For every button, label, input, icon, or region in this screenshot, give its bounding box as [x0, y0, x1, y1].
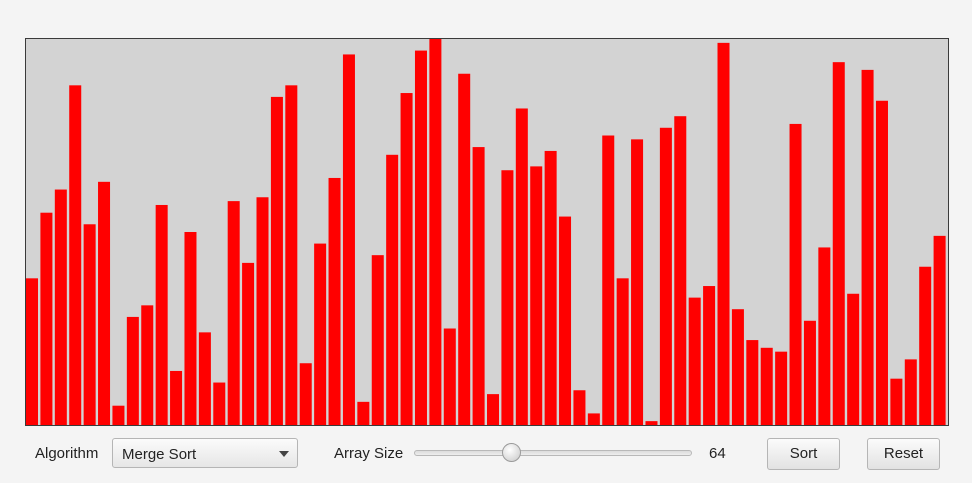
array-bar: [170, 370, 183, 425]
array-bar: [141, 305, 154, 425]
array-bar: [515, 108, 528, 425]
array-bar: [414, 50, 427, 425]
array-bar: [659, 127, 672, 425]
algorithm-dropdown[interactable]: Merge Sort: [112, 438, 298, 468]
array-bar: [703, 286, 716, 425]
chevron-down-icon: [279, 451, 289, 457]
array-bar: [832, 62, 845, 425]
array-bar: [98, 181, 111, 425]
array-bar: [429, 39, 442, 425]
array-bar: [861, 69, 874, 425]
array-bar: [83, 224, 96, 425]
array-bar: [69, 85, 82, 425]
array-size-label: Array Size: [334, 445, 404, 462]
array-bar: [731, 309, 744, 425]
array-bar: [371, 255, 384, 425]
array-bar: [616, 278, 629, 425]
array-bar: [314, 243, 327, 425]
array-bar: [213, 382, 226, 425]
bar-chart: [26, 39, 946, 425]
array-bar: [54, 189, 67, 425]
array-bar: [227, 201, 240, 425]
array-bar: [775, 351, 788, 425]
array-bar: [501, 170, 514, 425]
array-bar: [270, 96, 283, 425]
array-bar: [645, 421, 658, 425]
slider-thumb[interactable]: [502, 443, 521, 462]
array-bar: [112, 405, 125, 425]
array-bar: [342, 54, 355, 425]
array-bar: [487, 394, 500, 425]
sort-button[interactable]: Sort: [767, 438, 840, 470]
array-bar: [688, 297, 701, 425]
array-bar: [458, 73, 471, 425]
array-bar: [386, 154, 399, 425]
array-bar: [933, 235, 946, 425]
slider-track[interactable]: [414, 450, 692, 456]
array-bar: [530, 166, 543, 425]
reset-button[interactable]: Reset: [867, 438, 940, 470]
array-bar: [789, 123, 802, 425]
array-bar: [242, 262, 255, 425]
array-bar: [328, 177, 341, 425]
array-bar: [890, 378, 903, 425]
array-bar: [40, 212, 53, 425]
array-bar: [126, 316, 139, 425]
array-bar: [746, 340, 759, 425]
array-bar: [674, 116, 687, 425]
array-bar: [198, 332, 211, 425]
array-bar: [760, 347, 773, 425]
control-bar: Algorithm Merge Sort Array Size 64 Sort …: [0, 436, 972, 472]
array-bar: [919, 266, 932, 425]
array-bar: [559, 216, 572, 425]
array-bar: [544, 150, 557, 425]
algorithm-label: Algorithm: [35, 445, 99, 462]
array-bar: [285, 85, 298, 425]
visualization-canvas: [25, 38, 949, 426]
array-bar: [26, 278, 39, 425]
array-bar: [602, 135, 615, 425]
array-bar: [155, 204, 168, 425]
array-bar: [803, 320, 816, 425]
array-bar: [472, 147, 485, 425]
array-bar: [443, 328, 456, 425]
array-bar: [717, 42, 730, 425]
array-bar: [875, 100, 888, 425]
algorithm-selected-value: Merge Sort: [122, 446, 197, 463]
array-bar: [256, 197, 269, 425]
array-size-value: 64: [709, 445, 726, 462]
array-bar: [400, 93, 413, 425]
array-bar: [904, 359, 917, 425]
array-size-slider[interactable]: [414, 442, 692, 464]
array-bar: [631, 139, 644, 425]
array-bar: [818, 247, 831, 425]
array-bar: [357, 401, 370, 425]
array-bar: [184, 232, 197, 425]
array-bar: [587, 413, 600, 425]
array-bar: [573, 390, 586, 425]
array-bar: [847, 293, 860, 425]
array-bar: [299, 363, 312, 425]
